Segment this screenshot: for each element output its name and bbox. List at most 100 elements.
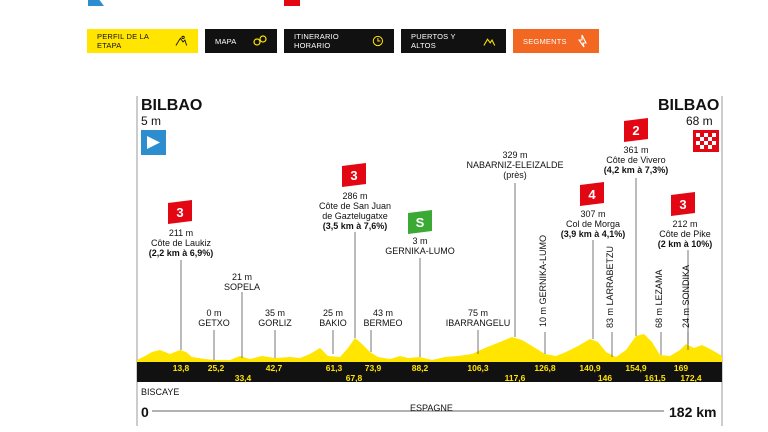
climb-name-line2: de Gaztelugatxe <box>322 211 388 221</box>
tab-label: SEGMENTS <box>523 36 567 46</box>
tab-label: MAPA <box>215 36 237 46</box>
summit-note: (près) <box>503 170 527 180</box>
tab-label: PUERTOS Y ALTOS <box>411 32 456 50</box>
km-marker: 140,9 <box>579 363 601 373</box>
tab-label: ITINERARIO HORARIO <box>294 32 339 50</box>
km-marker: 169 <box>673 363 689 373</box>
climb-name: Côte de San Juan <box>318 201 392 211</box>
km-marker: 117,6 <box>504 373 526 383</box>
town-name: GETXO <box>198 318 230 328</box>
climb-altitude: 307 m <box>580 209 606 219</box>
stage-tabs: PERFIL DE LA ETAPA MAPA ITINERARIO HORAR… <box>87 29 599 53</box>
town-altitude: 25 m <box>322 308 344 318</box>
tab-climbs[interactable]: PUERTOS Y ALTOS <box>401 29 506 53</box>
start-altitude: 5 m <box>141 114 162 128</box>
flag-start-icon <box>88 0 104 6</box>
finish-altitude: 68 m <box>686 114 713 128</box>
sprint-label: 3 m GERNIKA-LUMO <box>385 236 455 256</box>
town-sopela: 21 m SOPELA <box>224 272 260 292</box>
start-flag-icon <box>141 130 166 155</box>
climb-badge-pike: 3 <box>671 192 695 216</box>
km-marker: 146 <box>597 373 613 383</box>
summit-name: NABARNIZ-ELEIZALDE <box>466 160 564 170</box>
flag-finish-icon <box>284 0 300 6</box>
town-gorliz: 35 m GORLIZ <box>258 308 292 328</box>
town-bakio: 25 m BAKIO <box>319 308 347 328</box>
badge-category: 3 <box>350 168 357 183</box>
climb-badge-laukiz: 3 <box>168 200 192 224</box>
sprint-badge: S <box>408 210 432 234</box>
town-name: BERMEO <box>363 318 403 328</box>
town-name: SOPELA <box>223 282 261 292</box>
summit-altitude: 329 m <box>502 150 528 160</box>
sprint-altitude: 3 m <box>412 236 428 246</box>
climb-name: Côte de Pike <box>659 229 711 239</box>
mountain-icon <box>483 38 496 46</box>
climb-altitude: 212 m <box>672 219 698 229</box>
country-label: ESPAGNE <box>410 403 453 413</box>
km-marker: 88,2 <box>411 363 429 373</box>
clock-icon <box>372 35 384 47</box>
climb-altitude: 211 m <box>168 228 194 238</box>
town-bermeo: 43 m BERMEO <box>363 308 402 328</box>
climb-label-gaztelugatxe: 286 m Côte de San Juan de Gaztelugatxe (… <box>319 191 391 231</box>
km-marker: 106,3 <box>467 363 489 373</box>
climb-badge-morga: 4 <box>580 182 604 206</box>
climb-badge-vivero: 2 <box>624 118 648 142</box>
town-altitude: 75 m <box>467 308 488 318</box>
climb-detail: (3,5 km à 7,6%) <box>322 221 388 231</box>
tab-label: PERFIL DE LA ETAPA <box>97 32 149 50</box>
region-label: BISCAYE <box>141 387 180 397</box>
km-marker: 67,8 <box>345 373 363 383</box>
segment-arrow-icon <box>577 34 587 48</box>
climb-badge-gaztelugatxe: 3 <box>342 163 366 187</box>
km-marker: 161,5 <box>644 373 666 383</box>
town-vertical-gernika: 10 m GERNIKA-LUMO <box>538 234 548 327</box>
town-vertical-lezama: 68 m LEZAMA <box>654 269 664 328</box>
km-marker: 33,4 <box>234 373 252 383</box>
climb-label-vivero: 361 m Côte de Vivero (4,2 km à 7,3%) <box>604 145 669 175</box>
tab-time-schedule[interactable]: ITINERARIO HORARIO <box>284 29 394 53</box>
distance-start: 0 <box>141 404 149 420</box>
km-marker: 126,8 <box>534 363 556 373</box>
climb-altitude: 361 m <box>623 145 649 155</box>
sprint-name: GERNIKA-LUMO <box>385 246 455 256</box>
km-marker: 172,4 <box>680 373 702 383</box>
tab-segments[interactable]: SEGMENTS <box>513 29 599 53</box>
badge-category: 3 <box>679 197 686 212</box>
climb-detail: (3,9 km à 4,1%) <box>560 229 626 239</box>
km-marker: 13,8 <box>172 363 190 373</box>
climb-name: Col de Morga <box>565 219 621 229</box>
tab-map[interactable]: MAPA <box>205 29 277 53</box>
sprint-symbol: S <box>416 215 425 230</box>
town-name: GORLIZ <box>258 318 292 328</box>
distance-bar <box>137 362 722 382</box>
town-altitude: 21 m <box>231 272 252 282</box>
badge-category: 3 <box>176 205 183 220</box>
badge-category: 4 <box>588 187 596 202</box>
town-altitude: 0 m <box>206 308 222 318</box>
finish-city: BILBAO <box>658 97 720 114</box>
climb-name: Côte de Laukiz <box>150 238 212 248</box>
km-marker: 73,9 <box>364 363 382 373</box>
km-marker: 42,7 <box>265 363 283 373</box>
town-name: IBARRANGELU <box>445 318 511 328</box>
km-marker: 154,9 <box>625 363 647 373</box>
town-vertical-sondika: 24 m SONDIKA <box>681 264 691 328</box>
map-pins-icon <box>253 35 267 46</box>
town-altitude: 43 m <box>372 308 394 318</box>
summit-label-nabarniz: 329 m NABARNIZ-ELEIZALDE (près) <box>466 150 563 180</box>
cyclist-mountain-icon <box>175 35 188 46</box>
tab-stage-profile[interactable]: PERFIL DE LA ETAPA <box>87 29 198 53</box>
climb-detail: (2 km à 10%) <box>657 239 713 249</box>
distance-end: 182 km <box>669 404 717 420</box>
elevation-profile <box>137 334 722 362</box>
km-marker: 25,2 <box>207 363 225 373</box>
climb-label-morga: 307 m Col de Morga (3,9 km à 4,1%) <box>561 209 626 239</box>
start-city: BILBAO <box>141 97 203 114</box>
km-marker: 61,3 <box>325 363 343 373</box>
climb-detail: (2,2 km à 6,9%) <box>148 248 214 258</box>
climb-altitude: 286 m <box>342 191 368 201</box>
climb-label-pike: 212 m Côte de Pike (2 km à 10%) <box>658 219 713 249</box>
